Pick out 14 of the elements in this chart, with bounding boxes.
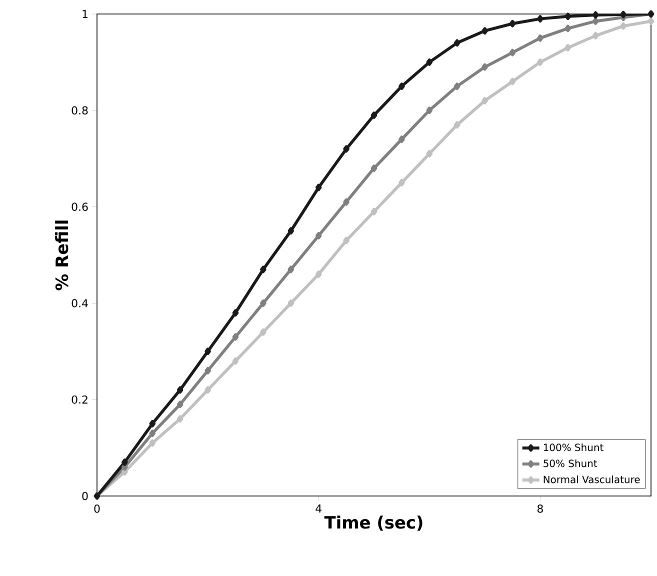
y-tick-label: 0 [82, 492, 88, 500]
y-tick-label: 0.8 [72, 106, 88, 115]
legend-label: 100% Shunt [544, 443, 604, 452]
y-axis-title: % Refill [55, 220, 68, 290]
y-tick-label: 1 [82, 10, 88, 18]
x-tick-label: 0 [94, 504, 100, 513]
x-tick-label: 4 [316, 504, 322, 512]
x-tick-label: 8 [537, 504, 543, 513]
legend-label: Normal Vasculature [544, 476, 640, 484]
y-tick-label: 0.2 [72, 395, 88, 404]
x-axis-title: Time (sec) [324, 516, 422, 531]
y-tick-label: 0.4 [72, 299, 88, 308]
y-tick-label: 0.6 [72, 202, 88, 211]
legend-label: 50% Shunt [544, 459, 598, 468]
